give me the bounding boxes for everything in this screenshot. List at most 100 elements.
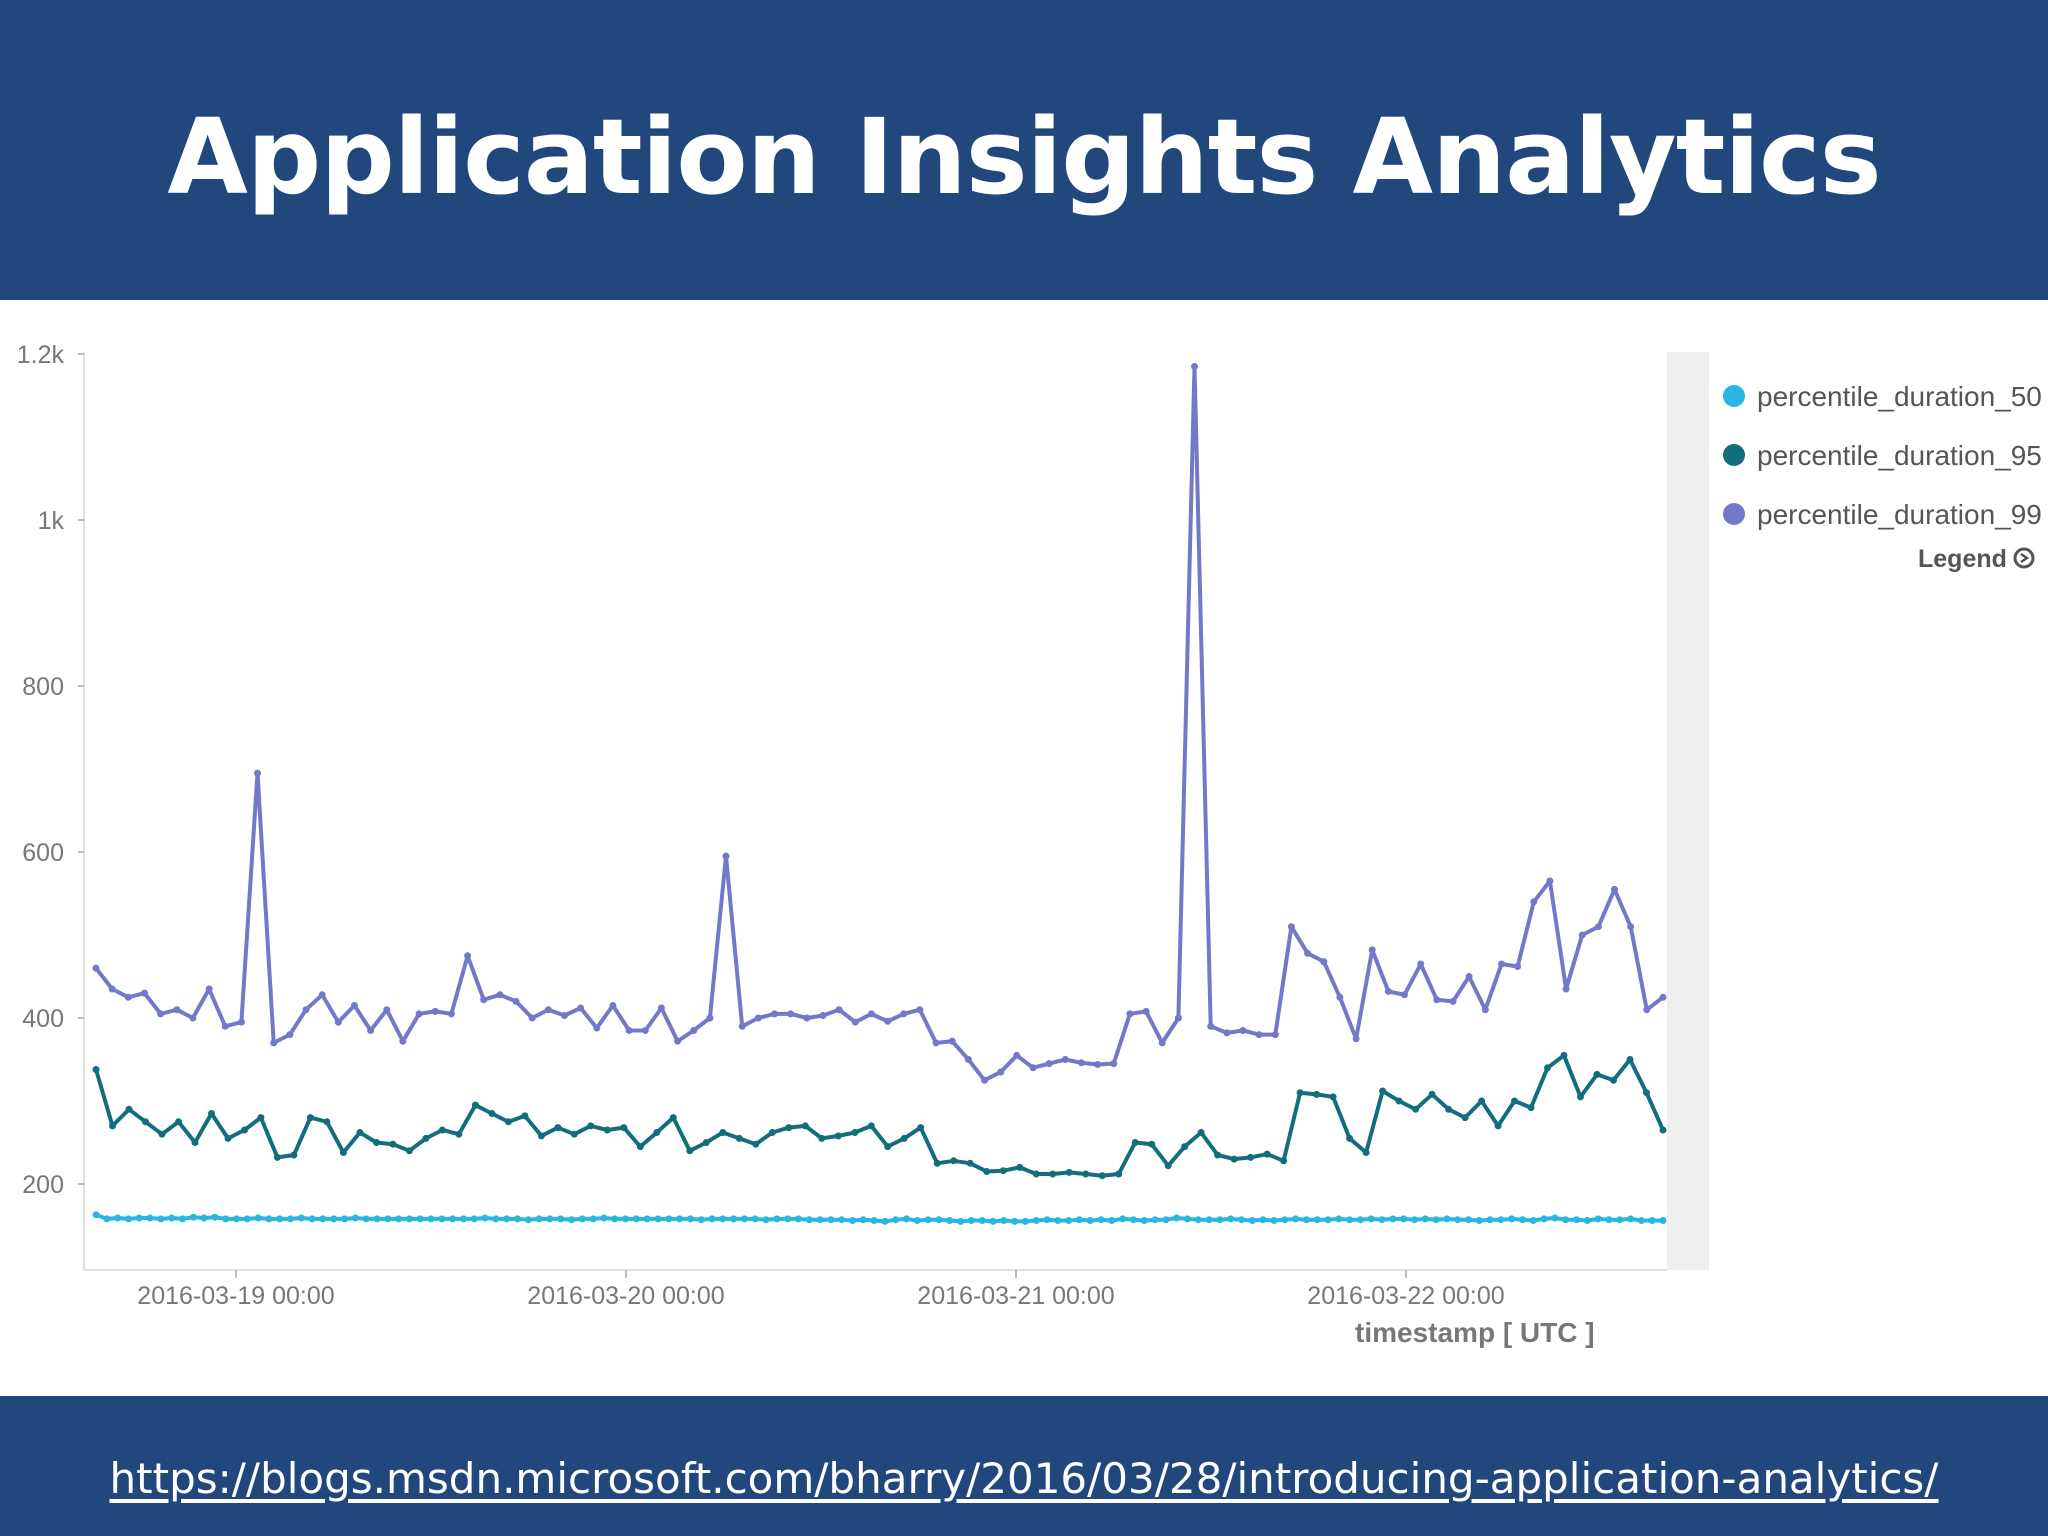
data-point[interactable]: [1346, 1216, 1354, 1224]
data-point[interactable]: [892, 1216, 900, 1224]
data-point[interactable]: [900, 1134, 908, 1142]
data-point[interactable]: [849, 1217, 856, 1224]
data-point[interactable]: [932, 1039, 940, 1047]
data-point[interactable]: [561, 1012, 568, 1019]
data-point[interactable]: [351, 1214, 359, 1222]
data-point[interactable]: [175, 1118, 182, 1126]
data-point[interactable]: [1562, 1216, 1570, 1224]
data-point[interactable]: [735, 1134, 743, 1142]
data-point[interactable]: [1445, 1105, 1453, 1113]
data-point[interactable]: [1627, 923, 1635, 931]
data-point[interactable]: [719, 1129, 727, 1136]
data-point[interactable]: [1230, 1155, 1238, 1163]
data-point[interactable]: [751, 1215, 759, 1223]
data-point[interactable]: [1094, 1061, 1102, 1068]
data-point[interactable]: [1578, 931, 1586, 939]
data-point[interactable]: [470, 1215, 478, 1223]
data-point[interactable]: [1560, 1051, 1568, 1059]
data-point[interactable]: [1494, 1122, 1502, 1130]
data-point[interactable]: [1247, 1153, 1255, 1161]
data-point[interactable]: [1043, 1216, 1051, 1224]
data-point[interactable]: [405, 1215, 413, 1223]
data-point[interactable]: [191, 1139, 199, 1146]
data-point[interactable]: [657, 1004, 665, 1012]
data-point[interactable]: [243, 1215, 251, 1223]
data-point[interactable]: [1216, 1216, 1224, 1224]
data-point[interactable]: [142, 1118, 149, 1126]
data-point[interactable]: [319, 1215, 327, 1223]
data-point[interactable]: [459, 1215, 467, 1223]
legend-label[interactable]: percentile_duration_50: [1757, 381, 2042, 412]
data-point[interactable]: [1061, 1056, 1069, 1063]
data-point[interactable]: [464, 952, 472, 960]
data-point[interactable]: [1544, 1064, 1551, 1072]
data-point[interactable]: [1304, 949, 1312, 957]
data-point[interactable]: [356, 1129, 364, 1136]
data-point[interactable]: [546, 1215, 554, 1223]
data-point[interactable]: [449, 1215, 457, 1223]
data-point[interactable]: [1011, 1217, 1019, 1225]
data-point[interactable]: [1659, 1126, 1667, 1134]
data-point[interactable]: [1016, 1163, 1024, 1171]
data-point[interactable]: [1577, 1093, 1584, 1101]
data-point[interactable]: [600, 1214, 608, 1222]
data-point[interactable]: [577, 1004, 585, 1012]
data-point[interactable]: [593, 1024, 601, 1032]
data-point[interactable]: [1511, 1097, 1518, 1105]
data-point[interactable]: [935, 1216, 943, 1224]
data-point[interactable]: [1648, 1217, 1656, 1224]
data-point[interactable]: [241, 1126, 248, 1134]
data-point[interactable]: [221, 1022, 229, 1030]
data-point[interactable]: [92, 964, 100, 972]
data-point[interactable]: [1162, 1216, 1170, 1224]
data-point[interactable]: [287, 1215, 294, 1223]
data-point[interactable]: [1362, 1149, 1370, 1156]
data-point[interactable]: [1077, 1059, 1085, 1067]
data-point[interactable]: [1346, 1134, 1354, 1142]
data-point[interactable]: [318, 991, 326, 999]
data-point[interactable]: [290, 1151, 298, 1159]
data-point[interactable]: [1227, 1215, 1235, 1223]
data-point[interactable]: [297, 1214, 305, 1222]
data-point[interactable]: [752, 1140, 760, 1148]
data-point[interactable]: [1248, 1217, 1256, 1224]
data-point[interactable]: [521, 1112, 529, 1120]
data-point[interactable]: [157, 1215, 165, 1223]
data-point[interactable]: [1270, 1217, 1278, 1224]
data-point[interactable]: [946, 1217, 954, 1224]
data-point[interactable]: [999, 1167, 1007, 1175]
data-point[interactable]: [816, 1216, 824, 1224]
data-point[interactable]: [859, 1216, 867, 1224]
data-point[interactable]: [818, 1134, 826, 1142]
data-point[interactable]: [233, 1215, 240, 1223]
data-point[interactable]: [1115, 1170, 1123, 1178]
data-point[interactable]: [1259, 1216, 1267, 1224]
data-point[interactable]: [1130, 1216, 1137, 1224]
data-point[interactable]: [1529, 1217, 1537, 1224]
data-point[interactable]: [1546, 877, 1554, 885]
data-point[interactable]: [578, 1215, 586, 1223]
data-point[interactable]: [768, 1129, 776, 1136]
data-point[interactable]: [276, 1215, 284, 1223]
data-point[interactable]: [1151, 1216, 1159, 1224]
data-point[interactable]: [771, 1010, 778, 1018]
data-point[interactable]: [1065, 1168, 1073, 1176]
data-point[interactable]: [373, 1215, 381, 1223]
data-point[interactable]: [173, 1006, 181, 1014]
data-point[interactable]: [924, 1216, 932, 1224]
data-point[interactable]: [1421, 1215, 1429, 1223]
data-point[interactable]: [1412, 1105, 1420, 1113]
data-point[interactable]: [306, 1114, 314, 1122]
data-point[interactable]: [544, 1006, 552, 1014]
data-point[interactable]: [200, 1214, 208, 1222]
data-point[interactable]: [1329, 1093, 1337, 1101]
data-point[interactable]: [1098, 1172, 1106, 1180]
data-point[interactable]: [1197, 1129, 1205, 1136]
data-point[interactable]: [1367, 1215, 1375, 1223]
data-point[interactable]: [1352, 1035, 1360, 1043]
data-point[interactable]: [1000, 1217, 1008, 1224]
data-point[interactable]: [603, 1126, 611, 1134]
data-point[interactable]: [1140, 1217, 1148, 1224]
legend-toggle-icon[interactable]: [2013, 547, 2035, 569]
data-point[interactable]: [1029, 1064, 1037, 1072]
